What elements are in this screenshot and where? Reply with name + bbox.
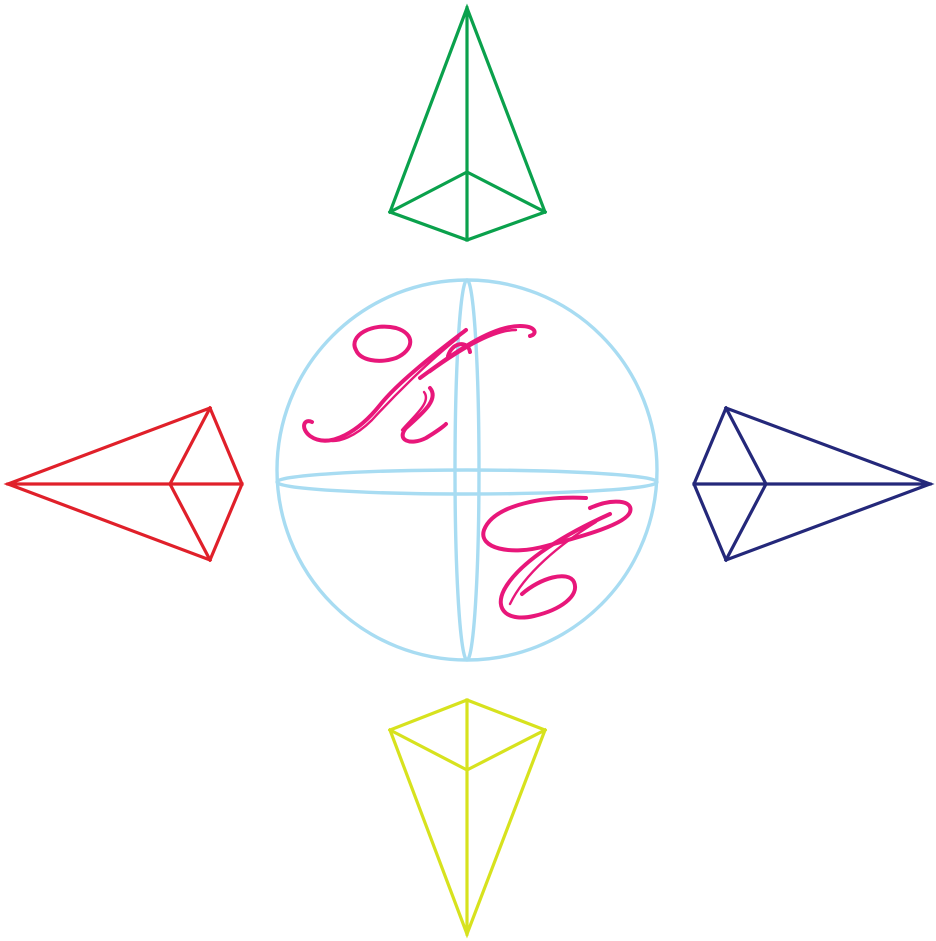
- north-arrow: [387, 3, 548, 242]
- south-arrow: [387, 698, 548, 939]
- globe: [275, 278, 659, 662]
- west-arrow: [3, 405, 244, 563]
- monogram-kc: [302, 324, 633, 620]
- east-arrow: [692, 405, 935, 563]
